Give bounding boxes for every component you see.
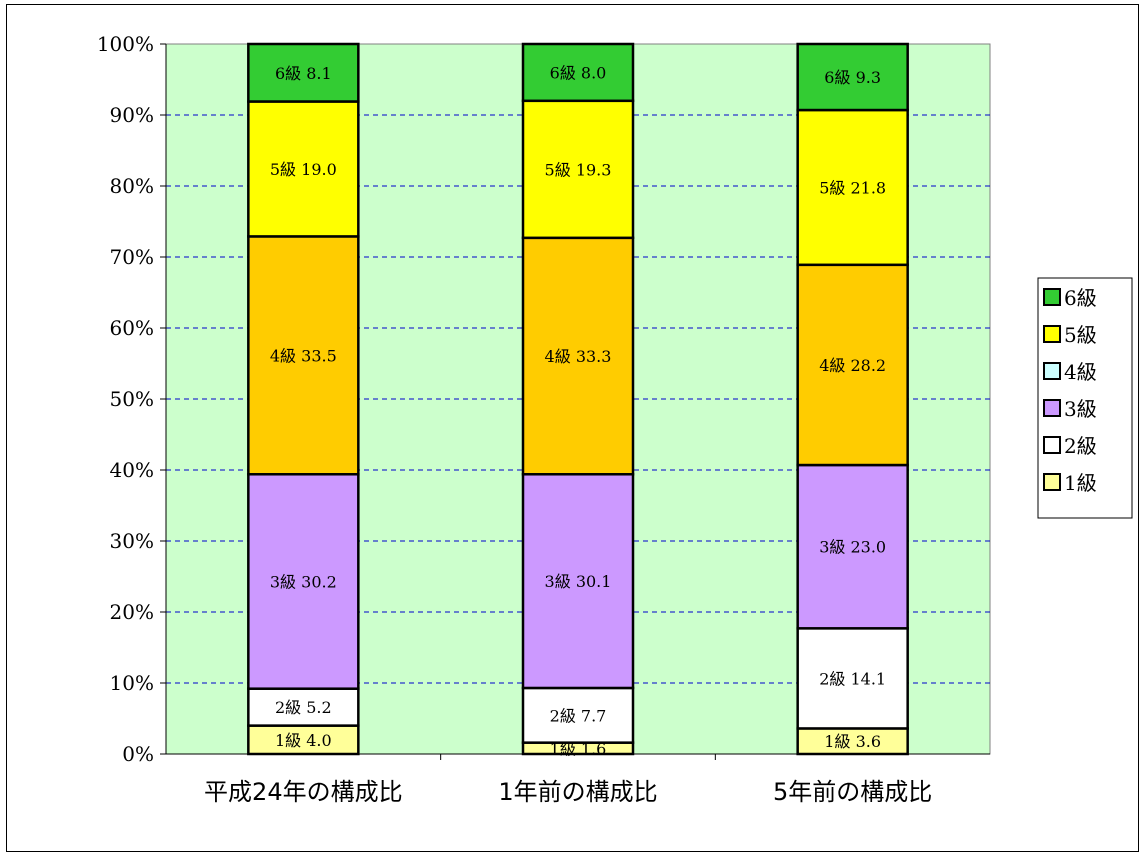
bar-segment [521,99,635,240]
bar-segment [796,263,909,467]
data-label: 2級 14.1 [819,669,886,688]
bar-segment [247,42,360,103]
data-label: 6級 8.0 [550,63,607,82]
x-category-label: 5年前の構成比 [773,778,932,806]
legend-label: 1級 [1064,471,1097,495]
data-label: 5級 19.3 [545,160,612,179]
y-tick-label: 90% [110,103,154,127]
data-label: 3級 30.1 [545,572,612,591]
y-tick-label: 80% [110,174,154,198]
legend-label: 4級 [1064,360,1097,384]
bar-segment [247,100,360,238]
data-label: 2級 5.2 [275,698,332,717]
legend-swatch [1043,325,1061,343]
data-label: 4級 33.3 [545,347,612,366]
legend-swatch [1043,473,1061,491]
bar-segment [796,463,909,630]
bar-segment [247,687,360,727]
data-label: 2級 7.7 [550,706,607,725]
legend-label: 6級 [1064,286,1097,310]
y-tick-label: 40% [110,458,154,482]
bar-segment [521,473,635,690]
data-label: 6級 9.3 [824,68,881,87]
y-tick-label: 30% [110,529,154,553]
data-label: 4級 28.2 [819,356,886,375]
legend-label: 5級 [1064,323,1097,347]
y-tick-label: 70% [110,245,154,269]
data-label: 1級 3.6 [824,732,881,751]
data-label: 5級 21.8 [819,178,886,197]
x-category-label: 平成24年の構成比 [204,778,403,806]
y-tick-label: 20% [110,600,154,624]
data-label: 3級 23.0 [819,538,886,557]
data-label: 5級 19.0 [270,160,337,179]
legend-label: 2級 [1064,434,1097,458]
y-tick-label: 0% [122,742,154,766]
data-label: 4級 33.5 [270,346,337,365]
legend-swatch [1043,399,1061,417]
bar-segment [796,727,909,756]
y-tick-label: 60% [110,316,154,340]
legend-swatch [1043,288,1061,306]
y-tick-label: 100% [97,32,154,56]
bar-segment [247,473,360,690]
bar-segment [521,686,635,744]
bar-segment [521,42,635,103]
bar-segment [247,724,360,756]
bar-segment [796,42,909,112]
data-label: 1級 1.6 [550,739,607,758]
legend-swatch [1043,436,1061,454]
bar-segment [796,108,909,267]
data-label: 1級 4.0 [275,731,332,750]
y-tick-label: 10% [110,671,154,695]
bar-segment [247,235,360,476]
x-category-label: 1年前の構成比 [498,778,657,806]
y-tick-label: 50% [110,387,154,411]
legend-label: 3級 [1064,397,1097,421]
legend-swatch [1043,362,1061,380]
data-label: 3級 30.2 [270,572,337,591]
data-label: 6級 8.1 [275,64,332,83]
bar-segment [521,236,635,476]
